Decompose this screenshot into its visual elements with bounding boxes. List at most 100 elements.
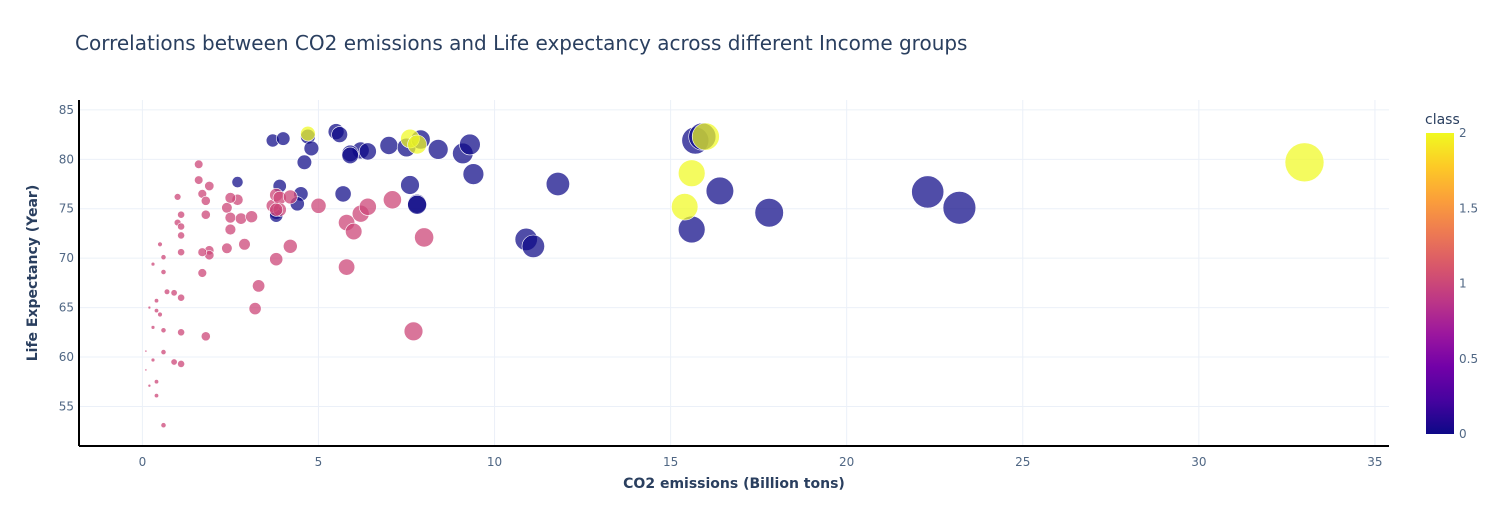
data-point[interactable] bbox=[754, 198, 784, 228]
series-class-1 bbox=[144, 159, 435, 429]
x-tick-label: 10 bbox=[487, 455, 502, 469]
data-point[interactable] bbox=[545, 172, 570, 197]
data-point[interactable] bbox=[459, 133, 481, 156]
data-point[interactable] bbox=[334, 185, 352, 203]
data-point[interactable] bbox=[177, 210, 185, 219]
data-point[interactable] bbox=[379, 136, 399, 155]
data-point[interactable] bbox=[521, 234, 545, 258]
data-point[interactable] bbox=[235, 212, 248, 225]
data-point[interactable] bbox=[154, 308, 160, 314]
data-point[interactable] bbox=[150, 261, 156, 267]
data-point[interactable] bbox=[221, 242, 233, 254]
data-point[interactable] bbox=[177, 328, 185, 337]
data-point[interactable] bbox=[338, 258, 356, 276]
data-point[interactable] bbox=[407, 195, 427, 215]
data-point[interactable] bbox=[177, 359, 185, 368]
data-point[interactable] bbox=[177, 293, 185, 302]
data-point[interactable] bbox=[310, 197, 327, 214]
data-point[interactable] bbox=[238, 238, 251, 251]
y-tick-label: 55 bbox=[59, 399, 74, 413]
data-point[interactable] bbox=[197, 268, 208, 278]
data-point[interactable] bbox=[144, 368, 148, 372]
data-point[interactable] bbox=[331, 126, 348, 143]
data-point[interactable] bbox=[150, 325, 156, 330]
data-point[interactable] bbox=[177, 231, 185, 240]
data-point[interactable] bbox=[407, 134, 427, 155]
data-point[interactable] bbox=[154, 298, 160, 304]
data-point[interactable] bbox=[300, 125, 316, 142]
data-point[interactable] bbox=[160, 269, 167, 275]
data-point[interactable] bbox=[282, 189, 298, 205]
data-point[interactable] bbox=[194, 159, 204, 169]
data-point[interactable] bbox=[163, 288, 171, 295]
y-axis-ticks: 55 60 65 70 75 80 85 bbox=[59, 103, 74, 414]
data-point[interactable] bbox=[911, 175, 945, 209]
colorbar-tick-label: 1 bbox=[1459, 277, 1467, 291]
data-point[interactable] bbox=[160, 254, 167, 261]
data-point[interactable] bbox=[428, 139, 449, 160]
y-axis-label: Life Expectancy (Year) bbox=[25, 185, 41, 362]
data-point[interactable] bbox=[173, 193, 182, 201]
data-point[interactable] bbox=[157, 311, 163, 318]
data-point[interactable] bbox=[224, 211, 237, 224]
data-point[interactable] bbox=[231, 176, 244, 188]
y-tick-label: 70 bbox=[59, 251, 74, 265]
data-point[interactable] bbox=[154, 393, 160, 399]
data-point[interactable] bbox=[296, 154, 313, 170]
data-point[interactable] bbox=[224, 192, 237, 204]
colorbar-gradient bbox=[1426, 133, 1454, 434]
y-tick-label: 65 bbox=[59, 301, 74, 315]
data-point[interactable] bbox=[177, 222, 185, 231]
data-point[interactable] bbox=[269, 252, 284, 267]
data-point[interactable] bbox=[691, 122, 720, 151]
data-point[interactable] bbox=[942, 191, 977, 225]
data-point[interactable] bbox=[245, 210, 258, 223]
colorbar-tick-label: 0 bbox=[1459, 427, 1467, 441]
data-point[interactable] bbox=[276, 131, 291, 146]
data-point[interactable] bbox=[204, 181, 215, 192]
series-class-0 bbox=[231, 122, 977, 258]
data-point[interactable] bbox=[177, 248, 185, 257]
data-point[interactable] bbox=[671, 193, 699, 221]
data-point[interactable] bbox=[677, 159, 706, 187]
data-point[interactable] bbox=[414, 227, 435, 248]
colorbar: class 0 0.5 1 1.5 2 bbox=[1425, 112, 1478, 441]
x-tick-label: 35 bbox=[1367, 455, 1382, 469]
data-point[interactable] bbox=[1284, 142, 1325, 183]
data-point[interactable] bbox=[157, 241, 163, 248]
data-point[interactable] bbox=[248, 302, 262, 315]
data-point[interactable] bbox=[170, 358, 178, 366]
x-tick-label: 0 bbox=[139, 455, 147, 469]
data-point[interactable] bbox=[144, 349, 148, 353]
data-point[interactable] bbox=[705, 176, 735, 205]
data-point[interactable] bbox=[154, 379, 160, 385]
data-point[interactable] bbox=[200, 195, 211, 206]
data-point[interactable] bbox=[358, 197, 377, 216]
data-point[interactable] bbox=[147, 383, 152, 388]
data-point[interactable] bbox=[224, 223, 237, 236]
data-point[interactable] bbox=[150, 357, 156, 363]
data-point[interactable] bbox=[403, 321, 424, 341]
data-point[interactable] bbox=[341, 146, 359, 164]
data-point[interactable] bbox=[200, 209, 211, 220]
data-point[interactable] bbox=[358, 142, 377, 161]
data-point[interactable] bbox=[252, 279, 266, 293]
data-point[interactable] bbox=[382, 190, 402, 210]
data-point[interactable] bbox=[462, 163, 485, 185]
data-point[interactable] bbox=[197, 247, 208, 257]
data-point[interactable] bbox=[200, 331, 211, 342]
data-point[interactable] bbox=[160, 422, 167, 429]
data-point[interactable] bbox=[303, 140, 320, 157]
data-point[interactable] bbox=[282, 239, 298, 254]
data-point[interactable] bbox=[345, 222, 363, 241]
data-point[interactable] bbox=[160, 349, 167, 355]
data-point[interactable] bbox=[160, 327, 167, 334]
data-point[interactable] bbox=[269, 202, 284, 217]
data-point[interactable] bbox=[194, 175, 204, 185]
data-point[interactable] bbox=[400, 175, 420, 195]
x-tick-label: 15 bbox=[663, 455, 678, 469]
data-point[interactable] bbox=[170, 289, 178, 297]
data-point[interactable] bbox=[221, 202, 233, 214]
data-point[interactable] bbox=[147, 305, 152, 310]
x-tick-label: 25 bbox=[1015, 455, 1030, 469]
